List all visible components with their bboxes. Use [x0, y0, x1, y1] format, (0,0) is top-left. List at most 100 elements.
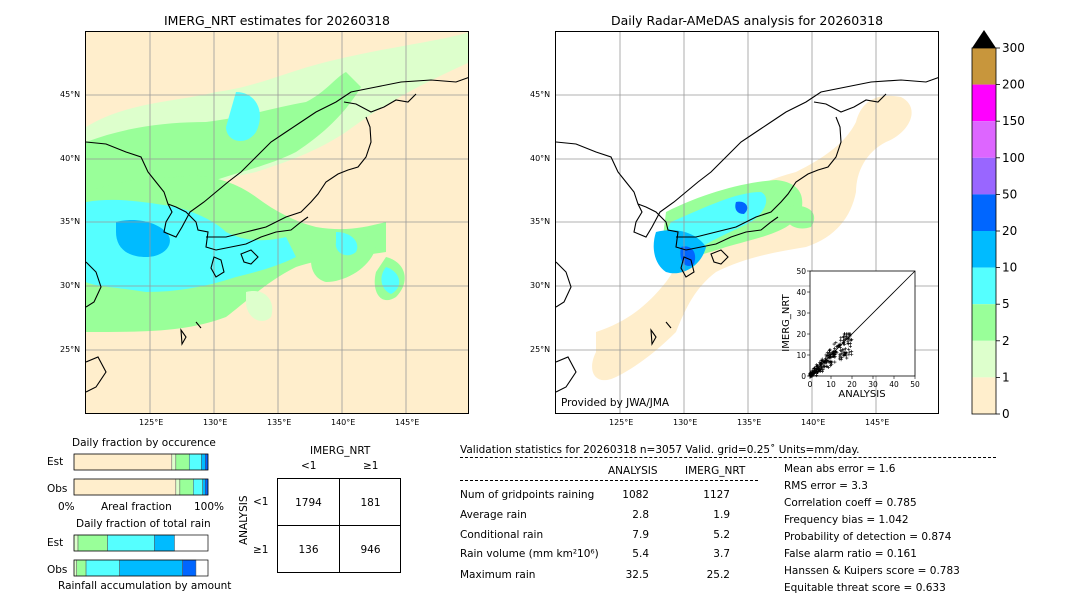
colorbar-level-label: 0 — [1002, 407, 1010, 420]
right-coastline — [556, 77, 938, 393]
scatter-point — [829, 360, 833, 364]
validation-divider — [460, 457, 996, 458]
scatter-point — [833, 346, 837, 351]
rain-bars — [73, 534, 209, 577]
scatter-point — [832, 350, 837, 354]
validation-row-analysis: 32.5 — [625, 569, 649, 581]
right-map-title: Daily Radar-AMeDAS analysis for 20260318 — [610, 13, 884, 28]
occurrence-axis-right: 100% — [194, 501, 225, 513]
scatter-point — [822, 361, 826, 365]
stacked-bar-segment — [171, 453, 177, 471]
colorbar-level-label: 200 — [1002, 78, 1025, 92]
scatter-point — [820, 369, 824, 374]
scatter-point — [843, 352, 847, 356]
validation-row-label: Num of gridpoints raining — [460, 489, 595, 501]
validation-row-analysis: 2.8 — [632, 509, 649, 521]
inset-ylabel: IMERG_NRT — [781, 293, 792, 351]
scatter-point — [824, 353, 828, 357]
rain-xlabel: Rainfall accumulation by amount — [58, 580, 232, 592]
contingency-title: IMERG_NRT — [310, 445, 371, 457]
scatter-point — [850, 352, 854, 357]
scatter-point — [847, 347, 851, 351]
colorbar-level-label: 150 — [1002, 114, 1025, 128]
scatter-point — [833, 360, 837, 364]
stacked-bar-segment — [154, 534, 175, 552]
scatter-point — [814, 367, 818, 371]
scatter-point — [827, 349, 831, 353]
validation-row-imerg: 5.2 — [713, 529, 730, 541]
contingency-cell-b: 181 — [360, 497, 381, 509]
scatter-point — [841, 353, 845, 357]
stacked-bar-frame — [73, 478, 209, 496]
scatter-point — [819, 362, 824, 366]
left-lon-label-130: 130°E — [203, 418, 228, 427]
contingency-row-lt1: <1 — [253, 496, 269, 508]
colorbar-extend-arrow — [972, 30, 996, 48]
inset-xlabel: ANALYSIS — [838, 389, 885, 400]
scatter-point — [830, 351, 834, 355]
scatter-point — [841, 334, 846, 339]
scatter-point — [840, 349, 844, 353]
left-map-canvas — [86, 32, 468, 413]
scatter-point — [812, 366, 816, 370]
scatter-point — [833, 352, 837, 356]
scatter-point — [832, 350, 836, 355]
stacked-bar-frame — [73, 453, 209, 471]
stacked-bar-segment — [107, 534, 155, 552]
left-precip-field — [86, 32, 468, 332]
scatter-point — [839, 336, 843, 340]
stacked-bar-segment — [193, 478, 203, 496]
validation-col-imerg: IMERG_NRT — [685, 465, 746, 477]
left-lat-label-40: 40°N — [60, 154, 81, 163]
stacked-bar-segment — [73, 559, 77, 577]
validation-title: Validation statistics for 20260318 n=305… — [460, 444, 860, 456]
scatter-point — [808, 374, 812, 378]
validation-col-analysis: ANALYSIS — [608, 465, 658, 477]
scatter-point — [834, 341, 838, 345]
right-lon-label-145: 145°E — [865, 418, 890, 427]
left-lat-label-35: 35°N — [60, 217, 81, 226]
scatter-point — [849, 349, 854, 354]
occurrence-row-obs: Obs — [47, 483, 68, 495]
scatter-point — [836, 345, 840, 349]
colorbar-level-label: 50 — [1002, 187, 1017, 201]
colorbar-cell — [972, 377, 996, 414]
stacked-bar-segment — [119, 559, 183, 577]
scatter-point — [825, 364, 829, 369]
scatter-point — [841, 342, 846, 346]
occurrence-row-est: Est — [47, 456, 64, 468]
colorbar-level-label: 5 — [1002, 297, 1010, 311]
scatter-point — [846, 342, 851, 346]
stacked-bar-segment — [85, 559, 120, 577]
left-coastline — [86, 77, 468, 393]
stacked-bar-segment — [73, 453, 173, 471]
validation-row-label: Conditional rain — [460, 529, 544, 541]
validation-row-imerg: 1127 — [703, 489, 730, 501]
rain-row-obs: Obs — [47, 564, 68, 576]
colorbar-cell — [972, 304, 996, 341]
colorbar-cell — [972, 48, 996, 85]
right-lat-label-35: 35°N — [530, 217, 551, 226]
contingency-cell-c: 136 — [298, 544, 319, 556]
colorbar-level-label: 1 — [1002, 370, 1010, 384]
scatter-point — [846, 337, 850, 341]
stacked-bar-segment — [175, 478, 181, 496]
contingency-col-ge1: ≥1 — [363, 460, 379, 472]
colorbar-cell — [972, 157, 996, 195]
left-lon-label-135: 135°E — [267, 418, 292, 427]
scatter-point — [843, 350, 847, 354]
inset-xtick-label: 30 — [868, 380, 878, 389]
inset-ytick-label: 0 — [801, 372, 806, 381]
score-line: Frequency bias = 1.042 — [784, 514, 909, 526]
scatter-point — [843, 337, 847, 341]
contingency-row-ge1: ≥1 — [253, 544, 269, 556]
validation-row-analysis: 7.9 — [632, 529, 649, 541]
inset-xtick-label: 50 — [910, 380, 920, 389]
colorbar-cell — [972, 340, 996, 378]
stacked-bar-segment — [73, 478, 177, 496]
inset-ytick-label: 30 — [796, 309, 806, 318]
scatter-point — [850, 337, 854, 342]
scatter-point — [840, 356, 844, 360]
scatter-point — [840, 348, 845, 352]
occurrence-bars — [73, 453, 209, 496]
